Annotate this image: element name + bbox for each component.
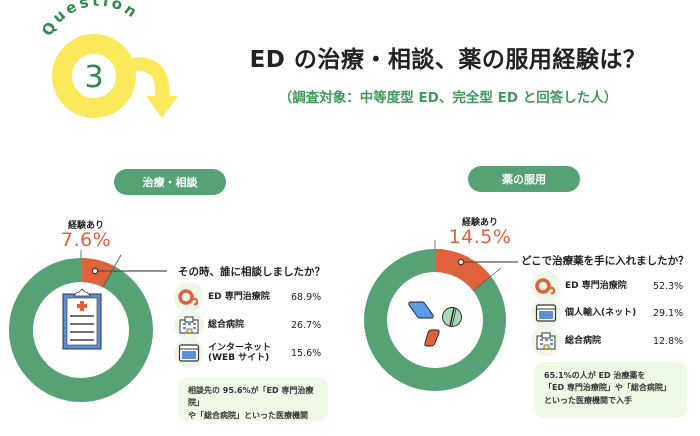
hospital-icon (531, 326, 561, 356)
list-item: 個人輸入(ネット) 29.1% (531, 298, 700, 328)
web-browser-icon (174, 338, 204, 368)
question-word: Question (38, 0, 142, 39)
clipboard-icon (62, 288, 102, 350)
page-title: ED の治療・相談、薬の服用経験は？ (249, 47, 647, 73)
summary-note: 65.1%の人が ED 治療薬を 「ED 専門治療院」や「総合病院」 といった医… (534, 362, 687, 418)
breakdown-question: その時、誰に相談しましたか？ (178, 266, 325, 278)
donut-chart-medication (364, 240, 518, 391)
list-item: 総合病院 12.8% (531, 326, 700, 356)
yellow-ring (52, 34, 136, 118)
down-arrow-icon (146, 96, 178, 118)
slice-experienced (435, 249, 492, 291)
ed-clinic-icon (174, 282, 204, 312)
breakdown-question: どこで治療薬を手に入れましたか？ (521, 255, 689, 267)
experience-label: 経験あり (67, 221, 104, 231)
experience-value: 14.5% (448, 226, 512, 248)
experience-label: 経験あり (461, 218, 498, 228)
hospital-icon (174, 310, 204, 340)
web-browser-icon (531, 298, 561, 328)
list-item: 総合病院 26.7% (174, 310, 344, 340)
section-pill-medication: 薬の服用 (468, 166, 580, 192)
donut-chart-consultation (9, 250, 167, 402)
ed-clinic-icon (531, 271, 561, 301)
list-item: ED 専門治療院 52.3% (531, 271, 700, 301)
experience-value: 7.6% (60, 229, 112, 251)
pills-icon (408, 301, 462, 347)
question-badge: Question 3 (38, 0, 178, 118)
summary-note: 相談先の 95.6%が「ED 専門治療院」 や「総合病院」といった医療機関 (178, 377, 328, 421)
list-item: インターネット (WEB サイト) 15.6% (174, 338, 344, 368)
section-pill-consultation: 治療・相談 (114, 169, 226, 195)
page-subtitle: （調査対象：中等度型 ED、完全型 ED と回答した人） (278, 90, 618, 106)
list-item: ED 専門治療院 68.9% (174, 282, 344, 312)
question-number: 3 (84, 60, 103, 95)
